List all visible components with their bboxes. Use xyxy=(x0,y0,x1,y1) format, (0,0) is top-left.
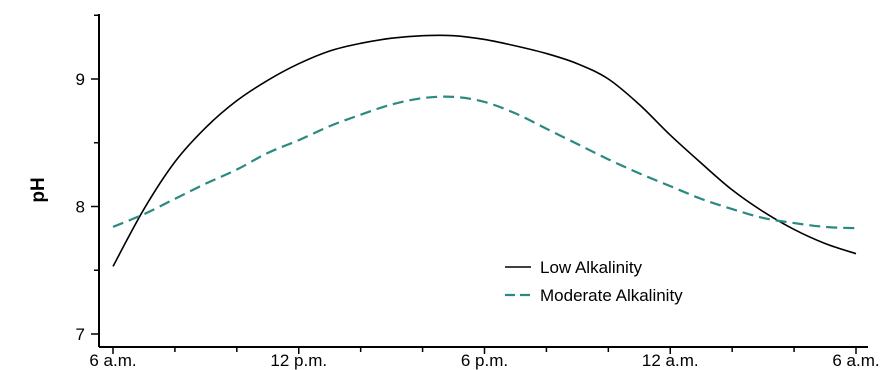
series-line-moderate-alkalinity xyxy=(112,95,857,230)
legend: Low Alkalinity Moderate Alkalinity xyxy=(505,258,683,305)
y-tick-label: 8 xyxy=(76,198,85,217)
legend-label: Moderate Alkalinity xyxy=(540,286,683,305)
series-line-low-alkalinity xyxy=(112,34,857,267)
tick-labels: 7 8 9 6 a.m. 12 p.m. 6 p.m. 12 a.m. 6 a.m. xyxy=(76,70,880,370)
y-tick-label: 7 xyxy=(76,325,85,344)
x-tick-label: 12 p.m. xyxy=(270,351,327,370)
legend-label: Low Alkalinity xyxy=(540,258,643,277)
axes xyxy=(98,14,868,348)
series-lines xyxy=(112,34,857,267)
x-tick-label: 6 a.m. xyxy=(832,351,879,370)
y-axis-label: pH xyxy=(28,177,49,202)
y-tick-label: 9 xyxy=(76,70,85,89)
x-tick-label: 6 p.m. xyxy=(461,351,508,370)
tick-marks xyxy=(91,14,857,354)
x-tick-label: 12 a.m. xyxy=(642,351,699,370)
x-tick-label: 6 a.m. xyxy=(89,351,136,370)
